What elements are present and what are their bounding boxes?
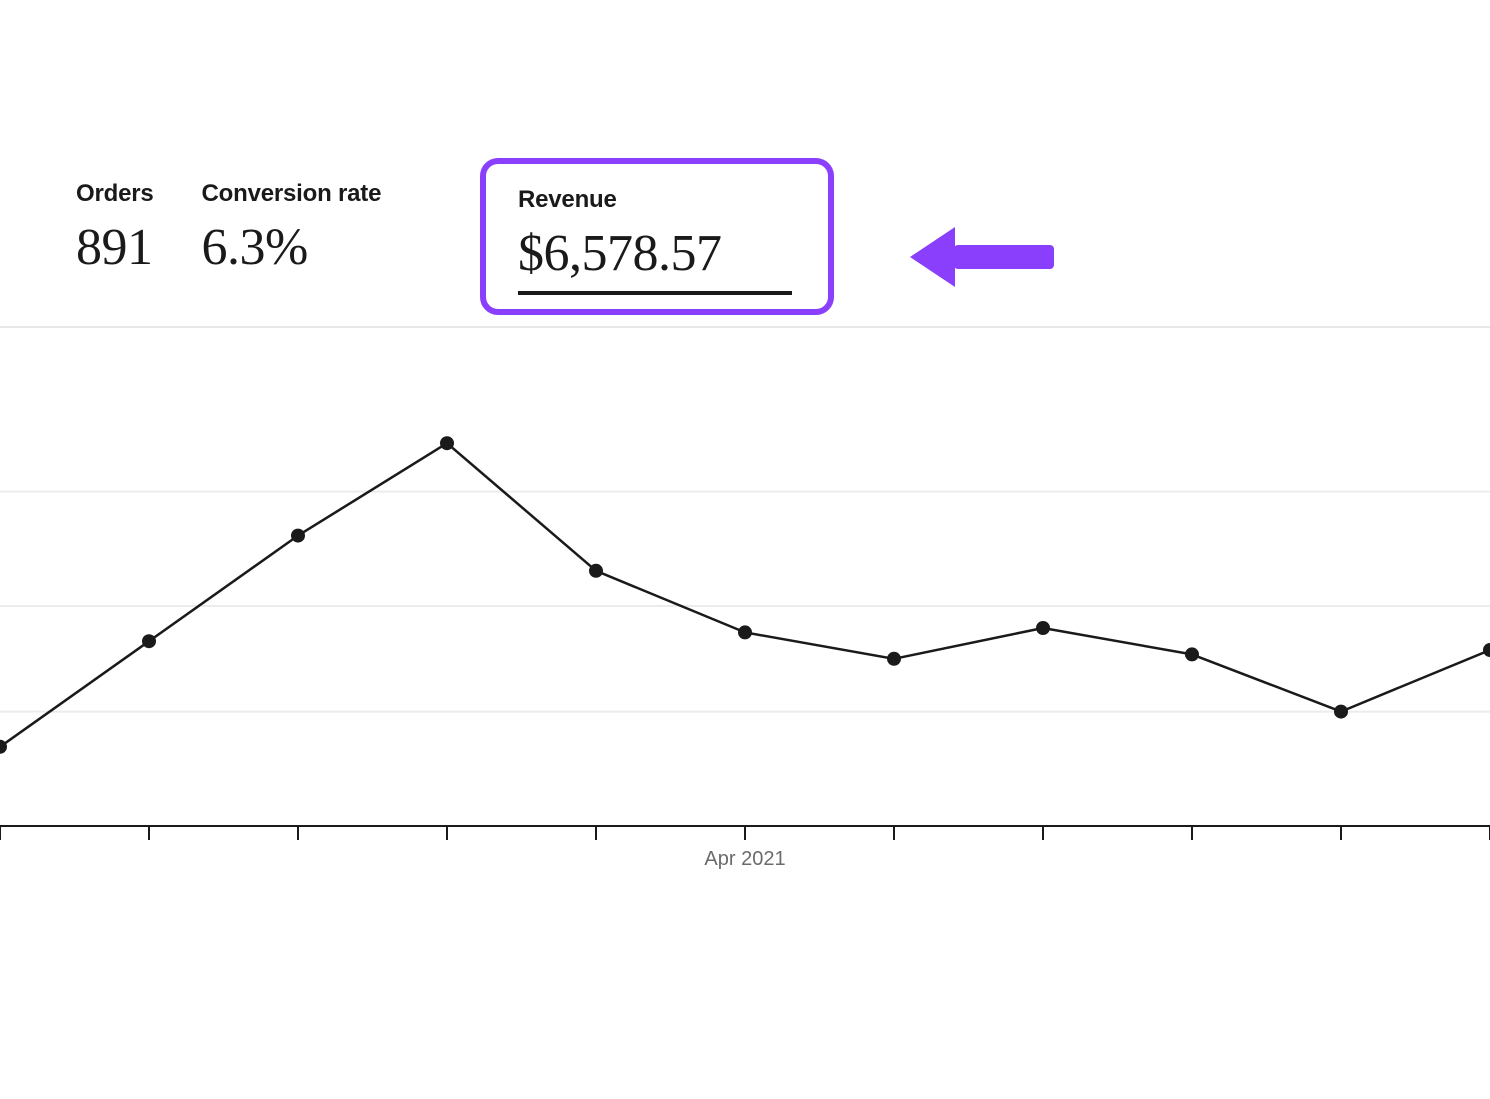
revenue-line-chart: Apr 2021 xyxy=(0,326,1490,926)
metric-revenue-highlighted[interactable]: Revenue $6,578.57 xyxy=(480,158,834,315)
metric-revenue-label: Revenue xyxy=(518,186,792,214)
metric-orders[interactable]: Orders 891 xyxy=(76,180,154,277)
metric-orders-value: 891 xyxy=(76,218,154,277)
metric-conversion-label: Conversion rate xyxy=(202,180,382,208)
metric-conversion-value: 6.3% xyxy=(202,218,382,277)
metrics-row: Orders 891 Conversion rate 6.3% xyxy=(76,180,381,277)
x-axis-label: Apr 2021 xyxy=(704,848,785,871)
metric-revenue-underline xyxy=(518,291,792,295)
metric-conversion[interactable]: Conversion rate 6.3% xyxy=(202,180,382,277)
metric-orders-label: Orders xyxy=(76,180,154,208)
highlight-arrow-icon xyxy=(910,222,1060,297)
metric-revenue-value: $6,578.57 xyxy=(518,224,792,283)
